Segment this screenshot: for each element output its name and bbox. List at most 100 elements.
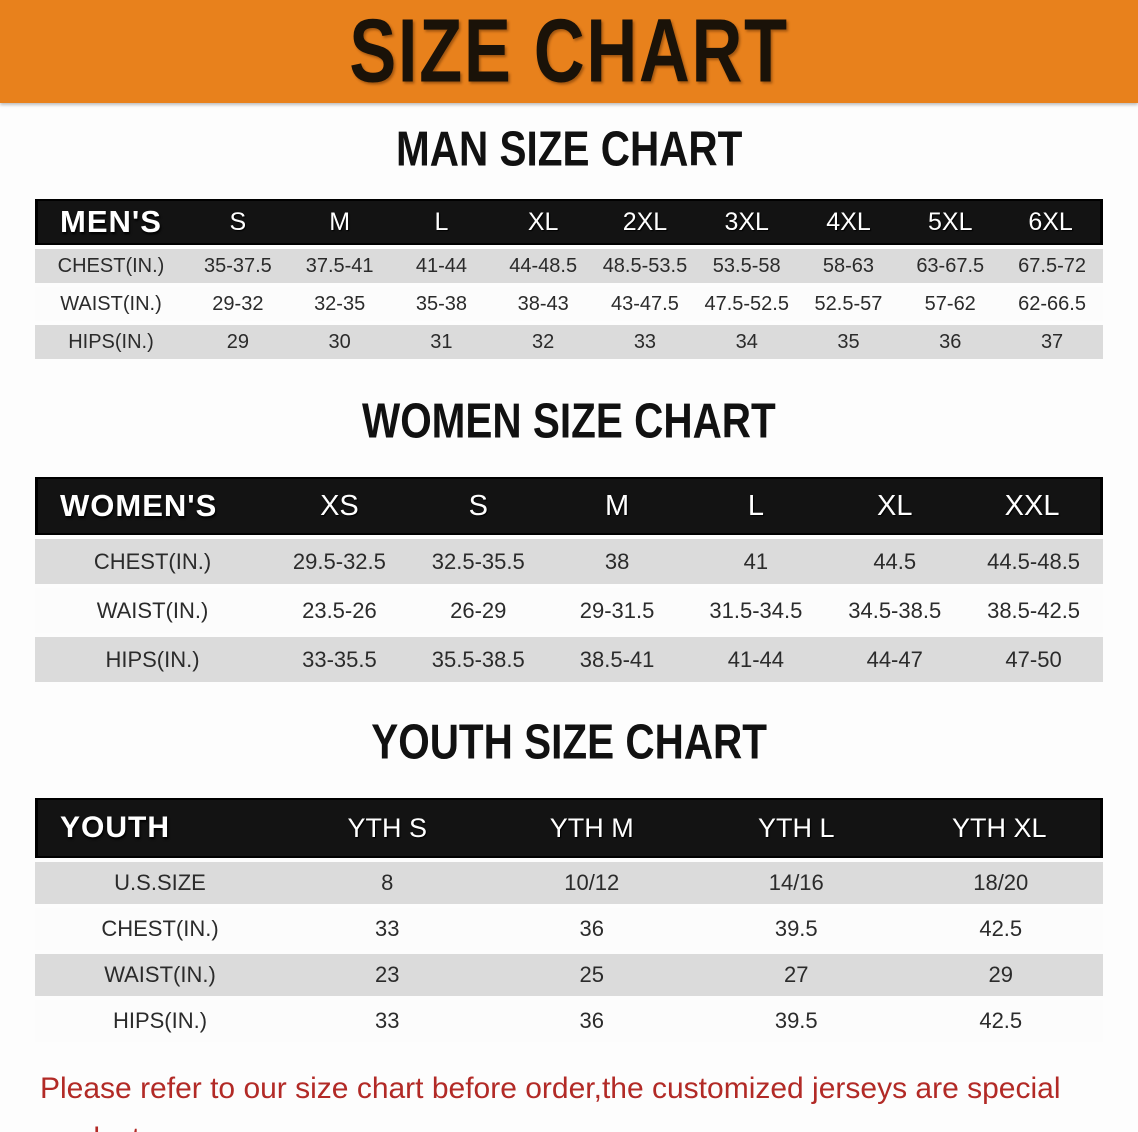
size-value-cell: 47-50 [964,637,1103,682]
size-table: WOMEN'S XS S M L XL XXL CHEST(IN.) 29.5-32.5 32.5… [35,473,1103,686]
size-value-cell: 38.5-42.5 [964,588,1103,633]
size-value-cell: 34.5-38.5 [825,588,965,633]
size-value-cell: 10/12 [489,862,694,904]
table-row: HIPS(IN.) 33-35.5 35.5-38.5 38.5-41 41-44 44-… [35,637,1103,682]
size-value-cell: 48.5-53.5 [594,249,696,283]
size-value-cell: 57-62 [899,287,1002,321]
women-section-heading: WOMEN SIZE CHART [0,394,1138,449]
man-size-table: MEN'S S M L XL 2XL 3XL 4XL 5XL 6XL CHEST(IN.) 35-37… [0,195,1138,363]
size-value-cell: 29-31.5 [547,588,687,633]
table-header-row: WOMEN'S XS S M L XL XXL [35,477,1103,535]
size-value-cell: 33 [594,325,696,359]
size-value-cell: 44.5 [825,539,965,584]
size-value-cell: 27 [694,954,899,996]
table-row: CHEST(IN.) 35-37.5 37.5-41 41-44 44-48.5 48.5… [35,249,1103,283]
size-value-cell: 23.5-26 [270,588,409,633]
size-value-cell: 44-47 [825,637,965,682]
row-label: HIPS(IN.) [35,637,270,682]
women-section-heading-text: WOMEN SIZE CHART [362,394,776,449]
size-value-cell: 31.5-34.5 [686,588,826,633]
size-value-cell: 36 [899,325,1002,359]
size-column-header: XL [492,199,595,245]
row-label: HIPS(IN.) [35,325,187,359]
size-value-cell: 53.5-58 [695,249,798,283]
size-value-cell: 37 [1001,325,1103,359]
size-column-header: YTH M [489,798,694,858]
table-row: HIPS(IN.) 29 30 31 32 33 34 35 36 37 [35,325,1103,359]
size-column-header: S [187,199,289,245]
size-column-header: XL [825,477,965,535]
size-value-cell: 33-35.5 [270,637,409,682]
size-value-cell: 31 [390,325,493,359]
size-value-cell: 38 [547,539,687,584]
table-row: U.S.SIZE 8 10/12 14/16 18/20 [35,862,1103,904]
size-column-header: 4XL [797,199,900,245]
size-value-cell: 29 [898,954,1103,996]
size-value-cell: 63-67.5 [899,249,1002,283]
row-label: CHEST(IN.) [35,249,187,283]
size-value-cell: 39.5 [694,908,899,950]
size-value-cell: 52.5-57 [797,287,900,321]
table-header-row: MEN'S S M L XL 2XL 3XL 4XL 5XL 6XL [35,199,1103,245]
size-column-header: S [408,477,548,535]
size-value-cell: 42.5 [898,908,1103,950]
size-value-cell: 33 [285,908,490,950]
size-value-cell: 41-44 [390,249,493,283]
size-value-cell: 18/20 [898,862,1103,904]
table-row: WAIST(IN.) 23.5-26 26-29 29-31.5 31.5-34.5 34… [35,588,1103,633]
size-value-cell: 44.5-48.5 [964,539,1103,584]
size-value-cell: 47.5-52.5 [695,287,798,321]
size-column-header: 3XL [695,199,798,245]
size-column-header: XXL [964,477,1103,535]
size-value-cell: 67.5-72 [1001,249,1103,283]
row-label: CHEST(IN.) [35,908,285,950]
size-value-cell: 30 [288,325,391,359]
size-value-cell: 58-63 [797,249,900,283]
size-value-cell: 14/16 [694,862,899,904]
size-value-cell: 41 [686,539,826,584]
size-column-header: 5XL [899,199,1002,245]
man-section-heading-text: MAN SIZE CHART [395,122,743,177]
table-row: HIPS(IN.) 33 36 39.5 42.5 [35,1000,1103,1042]
page-title: SIZE CHART [349,0,789,102]
size-value-cell: 32-35 [288,287,391,321]
table-header-row: YOUTH YTH S YTH M YTH L YTH XL [35,798,1103,858]
size-column-header: M [547,477,687,535]
youth-size-table: YOUTH YTH S YTH M YTH L YTH XL U.S.SIZE 8 10/12… [0,794,1138,1046]
youth-section-heading: YOUTH SIZE CHART [0,715,1138,770]
table-row: CHEST(IN.) 29.5-32.5 32.5-35.5 38 41 44.5 44.5… [35,539,1103,584]
size-column-header: XS [270,477,409,535]
row-label: CHEST(IN.) [35,539,270,584]
size-table: YOUTH YTH S YTH M YTH L YTH XL U.S.SIZE 8 10/12… [35,794,1103,1046]
women-size-table: WOMEN'S XS S M L XL XXL CHEST(IN.) 29.5-32.5 32.5… [0,473,1138,686]
size-value-cell: 35-37.5 [187,249,289,283]
table-row: WAIST(IN.) 29-32 32-35 35-38 38-43 43-47.5 47.… [35,287,1103,321]
size-value-cell: 38.5-41 [547,637,687,682]
order-policy-note-line1: Please refer to our size chart before or… [40,1072,1061,1132]
row-label: U.S.SIZE [35,862,285,904]
size-value-cell: 29.5-32.5 [270,539,409,584]
size-value-cell: 42.5 [898,1000,1103,1042]
size-table: MEN'S S M L XL 2XL 3XL 4XL 5XL 6XL CHEST(IN.) 35-37… [35,195,1103,363]
size-value-cell: 29 [187,325,289,359]
size-value-cell: 38-43 [492,287,595,321]
size-value-cell: 34 [695,325,798,359]
size-column-header: M [288,199,391,245]
size-chart-banner: SIZE CHART [0,0,1138,103]
man-section-heading: MAN SIZE CHART [0,122,1138,177]
size-value-cell: 37.5-41 [288,249,391,283]
row-label: WAIST(IN.) [35,954,285,996]
size-value-cell: 25 [489,954,694,996]
size-column-header: 6XL [1001,199,1103,245]
size-column-header: L [686,477,826,535]
table-row: CHEST(IN.) 33 36 39.5 42.5 [35,908,1103,950]
table-corner-label: WOMEN'S [35,477,270,535]
size-value-cell: 32.5-35.5 [408,539,548,584]
size-value-cell: 44-48.5 [492,249,595,283]
size-value-cell: 33 [285,1000,490,1042]
size-value-cell: 8 [285,862,490,904]
row-label: WAIST(IN.) [35,287,187,321]
table-row: WAIST(IN.) 23 25 27 29 [35,954,1103,996]
size-column-header: 2XL [594,199,696,245]
size-value-cell: 35 [797,325,900,359]
